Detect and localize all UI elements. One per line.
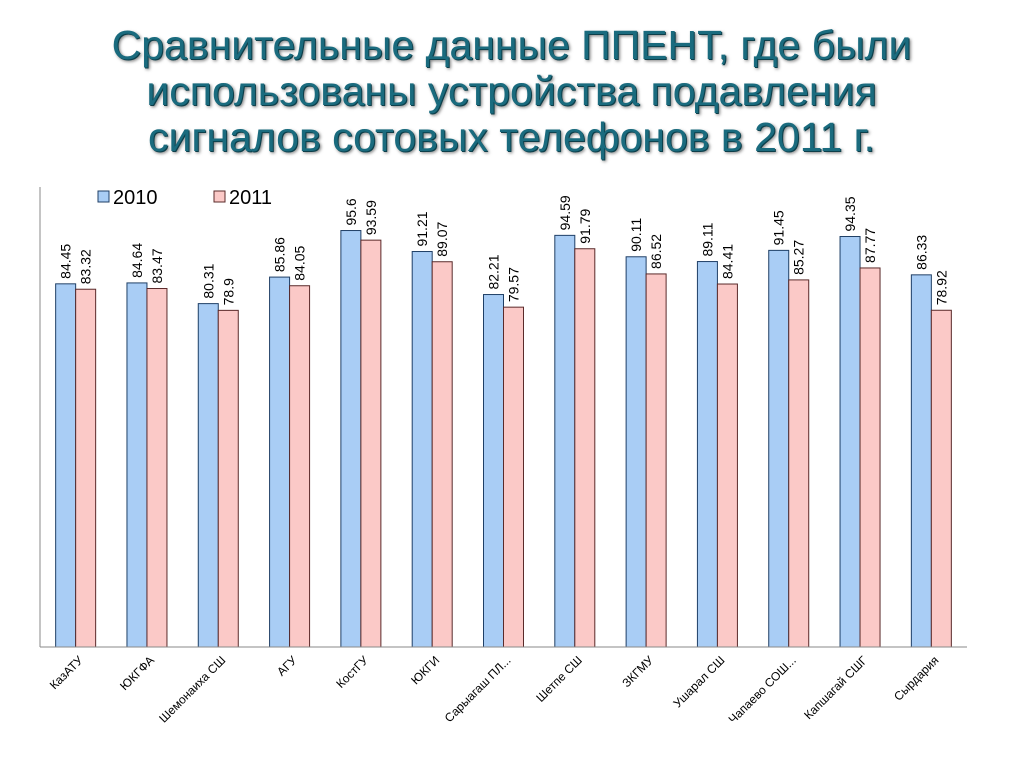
data-label-2011-12: 78.92 bbox=[933, 270, 949, 305]
data-label-2010-3: 85.86 bbox=[272, 237, 288, 272]
bar-2011-6 bbox=[503, 306, 524, 648]
bar-2011-0 bbox=[75, 288, 97, 648]
title-line-2: использованы устройства подавления bbox=[146, 68, 877, 114]
data-label-2010-0: 84.45 bbox=[58, 244, 74, 279]
data-label-2010-6: 82.21 bbox=[486, 254, 502, 289]
title-line-3: сигналов сотовых телефонов в 2011 г. bbox=[148, 114, 875, 160]
category-label-9: Ушарал СШ bbox=[670, 653, 727, 710]
data-label-2011-5: 89.07 bbox=[434, 221, 450, 256]
data-label-2011-6: 79.57 bbox=[506, 267, 522, 302]
data-label-2010-9: 89.11 bbox=[699, 222, 715, 256]
data-label-2010-2: 80.31 bbox=[200, 263, 216, 298]
bar-2011-8 bbox=[645, 273, 667, 648]
data-label-2010-4: 95.6 bbox=[343, 198, 359, 225]
data-label-2011-8: 86.52 bbox=[648, 234, 664, 269]
data-label-2011-11: 87.77 bbox=[862, 228, 878, 263]
bar-2010-7 bbox=[554, 234, 576, 648]
data-label-2011-2: 78.9 bbox=[220, 278, 236, 305]
bar-2011-3 bbox=[289, 285, 311, 648]
category-label-8: ЗКГМУ bbox=[619, 653, 656, 690]
category-label-5: ЮКГИ bbox=[408, 653, 442, 687]
category-label-10: Чапаево СОШ... bbox=[726, 653, 799, 726]
category-label-0: КазАТУ bbox=[47, 653, 86, 692]
bar-2010-0 bbox=[55, 283, 77, 648]
bar-2011-9 bbox=[716, 283, 738, 648]
legend-swatch-2010 bbox=[97, 190, 110, 203]
data-label-2011-1: 83.47 bbox=[149, 248, 165, 283]
bar-2010-9 bbox=[696, 261, 718, 648]
bar-2011-1 bbox=[146, 288, 168, 648]
data-label-2010-8: 90.11 bbox=[628, 218, 644, 252]
category-label-12: Сырдария bbox=[891, 653, 941, 703]
bar-2011-5 bbox=[431, 261, 453, 648]
data-label-2010-10: 91.45 bbox=[771, 210, 787, 245]
bar-2010-2 bbox=[197, 303, 219, 648]
bar-2011-7 bbox=[574, 248, 596, 648]
legend-label-2010: 2010 bbox=[113, 187, 158, 209]
bar-2010-5 bbox=[411, 251, 433, 648]
category-label-4: КостГУ bbox=[333, 653, 371, 691]
data-label-2010-5: 91.21 bbox=[414, 211, 430, 246]
data-label-2010-7: 94.59 bbox=[557, 195, 573, 230]
legend-swatch-2011 bbox=[213, 190, 226, 203]
bar-2011-10 bbox=[788, 279, 810, 648]
bar-2011-12 bbox=[930, 309, 952, 648]
bar-2011-4 bbox=[360, 239, 382, 648]
category-label-3: АГУ bbox=[274, 653, 300, 679]
page-title: Сравнительные данные ППЕНТ, где были исп… bbox=[0, 22, 1023, 160]
data-label-2011-7: 91.79 bbox=[577, 208, 593, 243]
category-label-7: Шетпе СШ bbox=[533, 653, 585, 705]
data-label-2010-11: 94.35 bbox=[842, 196, 858, 231]
bar-2010-11 bbox=[839, 236, 861, 648]
legend-label-2011: 2011 bbox=[229, 187, 272, 209]
category-label-6: Сарыагаш ПЛ... bbox=[442, 653, 514, 725]
data-label-2011-3: 84.05 bbox=[292, 245, 308, 280]
category-label-11: Капшагай СШГ bbox=[801, 653, 870, 722]
bar-2011-11 bbox=[859, 267, 881, 648]
data-label-2010-1: 84.64 bbox=[129, 243, 145, 278]
bar-2010-1 bbox=[126, 282, 148, 648]
data-label-2011-0: 83.32 bbox=[78, 249, 94, 284]
bar-2010-6 bbox=[483, 294, 504, 648]
bar-2010-12 bbox=[910, 274, 932, 648]
title-line-1: Сравнительные данные ППЕНТ, где были bbox=[111, 22, 912, 68]
data-label-2011-10: 85.27 bbox=[791, 240, 807, 275]
bar-2010-8 bbox=[625, 256, 647, 648]
bar-2010-10 bbox=[768, 249, 790, 648]
bar-2010-3 bbox=[269, 276, 291, 648]
category-label-2: Шемонаиха СШ bbox=[156, 653, 228, 725]
data-label-2011-9: 84.41 bbox=[719, 244, 735, 279]
bar-2010-4 bbox=[340, 230, 362, 648]
data-label-2011-4: 93.59 bbox=[363, 200, 379, 235]
bar-2011-2 bbox=[217, 309, 239, 648]
data-label-2010-12: 86.33 bbox=[913, 235, 929, 270]
category-label-1: ЮКГФА bbox=[117, 653, 157, 693]
